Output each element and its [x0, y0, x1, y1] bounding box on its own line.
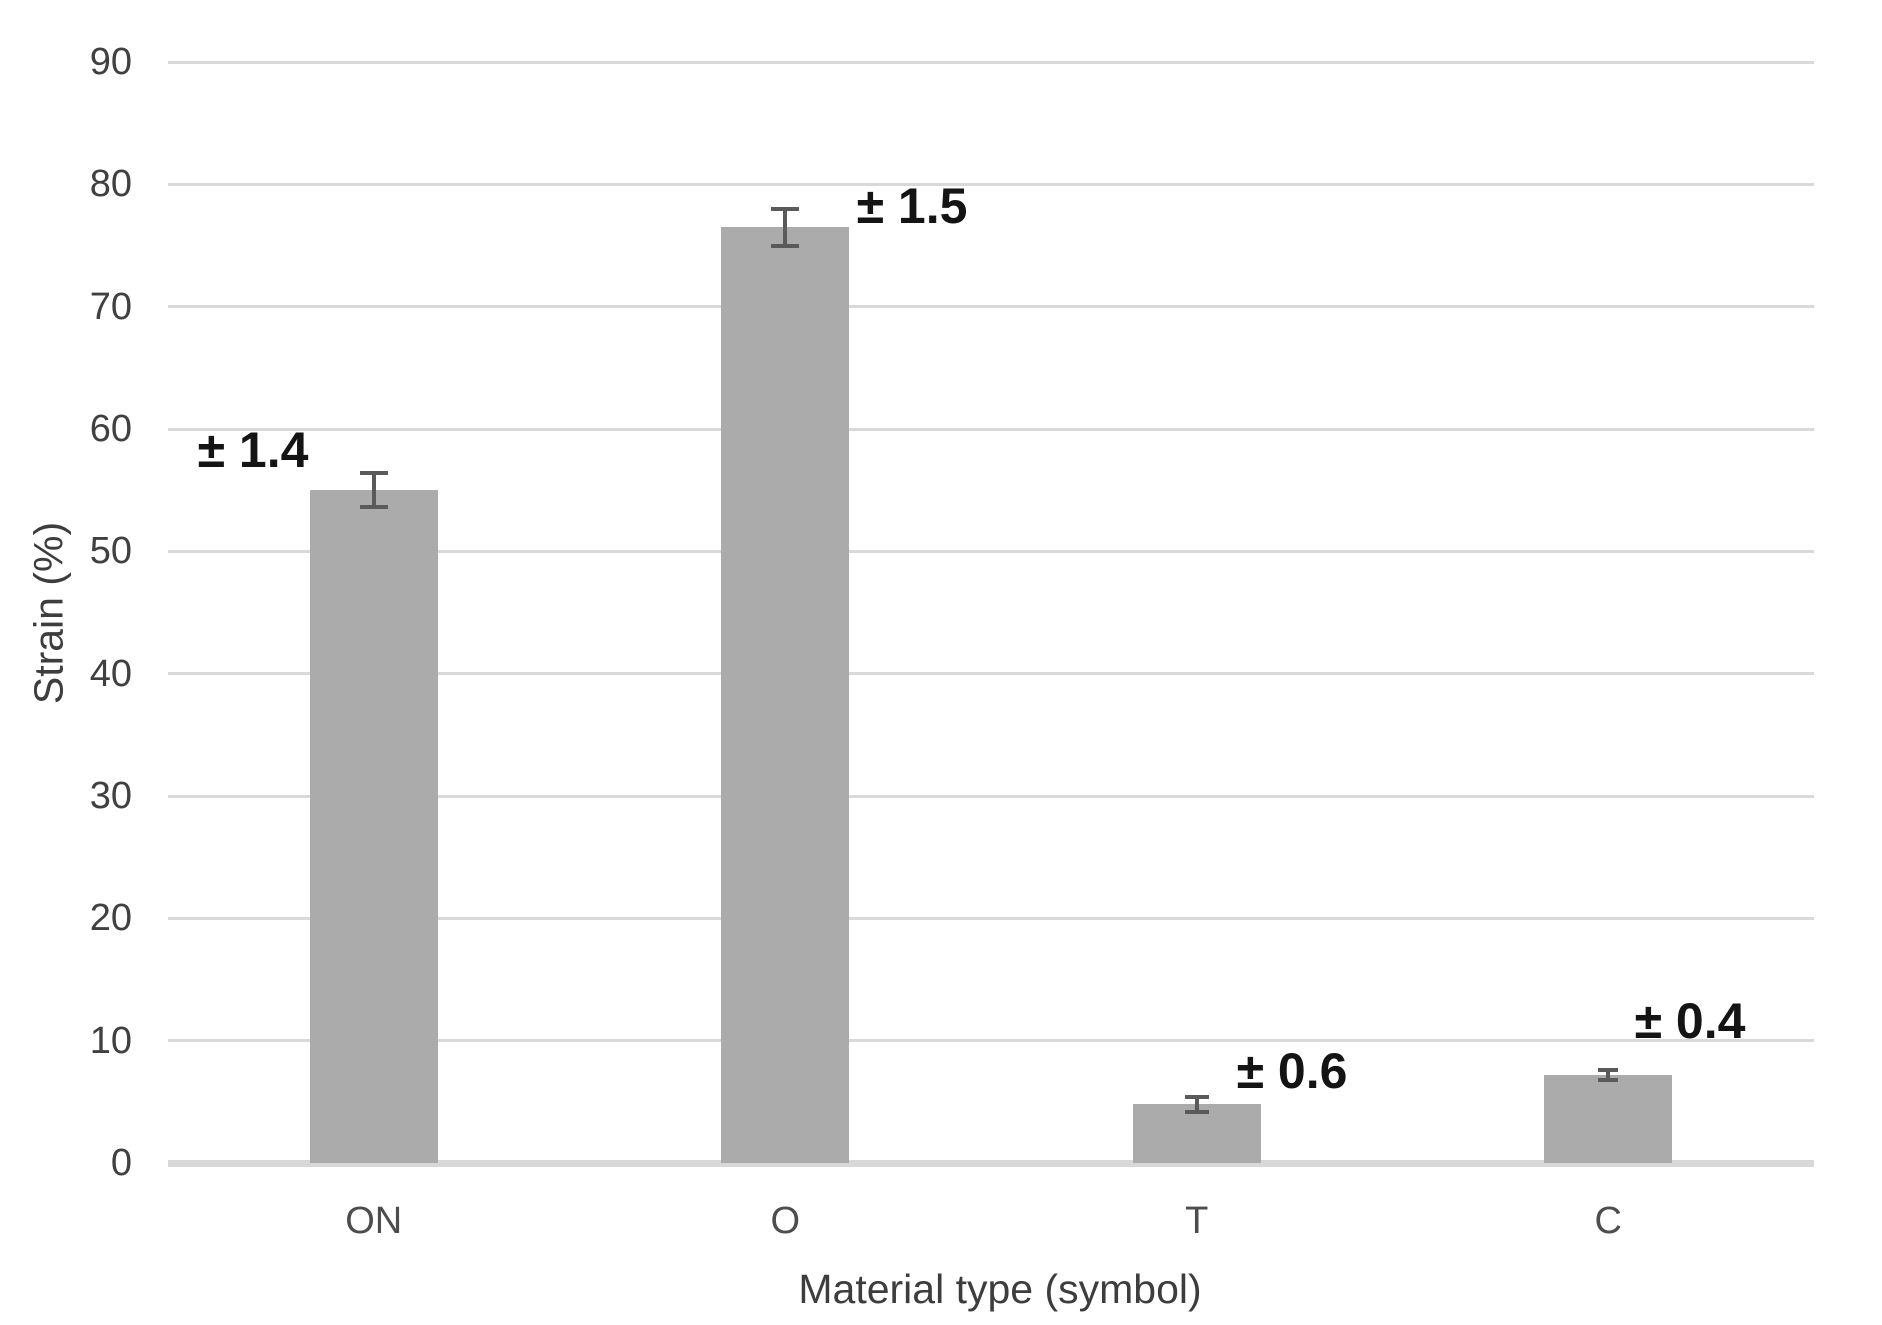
x-axis-category-label: ON [345, 1200, 403, 1242]
error-bar-cap-bottom [771, 243, 800, 248]
error-value-label: ± 1.4 [197, 422, 309, 478]
bar-c [1544, 1074, 1673, 1163]
y-axis-title: Strain (%) [25, 521, 72, 705]
error-bar-stem [371, 473, 376, 508]
y-gridline [168, 427, 1814, 431]
error-bar-cap-bottom [1598, 1077, 1619, 1082]
y-axis-tick-label: 40 [89, 652, 132, 695]
y-axis-tick-label: 20 [89, 897, 132, 940]
error-bar-stem [1606, 1070, 1611, 1080]
y-axis-tick-label: 30 [89, 775, 132, 817]
y-gridline [168, 916, 1814, 920]
y-gridline [168, 182, 1814, 186]
error-value-label: ± 0.4 [1634, 993, 1746, 1049]
error-value-label: ± 1.5 [856, 178, 968, 234]
y-axis-tick-label: 70 [89, 285, 132, 328]
y-gridline [168, 305, 1814, 309]
y-gridline [168, 549, 1814, 553]
y-axis-tick-label: 60 [89, 408, 132, 450]
error-value-label: ± 0.6 [1236, 1043, 1348, 1099]
error-bar-stem [1194, 1096, 1199, 1112]
x-axis-category-label: O [770, 1200, 801, 1242]
y-gridline [168, 672, 1814, 676]
error-bar-cap-top [1184, 1094, 1209, 1099]
y-gridline [168, 60, 1814, 64]
x-axis-category-label: C [1594, 1200, 1622, 1242]
error-bar-stem [783, 208, 788, 246]
error-bar-cap-bottom [1184, 1109, 1209, 1114]
error-bar-cap-bottom [359, 505, 388, 510]
y-gridline [168, 794, 1814, 798]
y-axis-tick-label: 0 [110, 1142, 132, 1184]
bar-o [721, 227, 850, 1163]
x-axis-line [168, 1160, 1814, 1167]
y-axis-tick-label: 80 [89, 163, 132, 206]
x-axis-category-label: T [1185, 1200, 1209, 1242]
y-axis-tick-label: 50 [89, 530, 132, 573]
bar-t [1132, 1104, 1261, 1163]
y-axis-tick-label: 10 [89, 1019, 132, 1062]
error-bar-cap-top [1598, 1068, 1619, 1073]
y-axis-tick-label: 90 [89, 41, 132, 83]
bar-on [309, 490, 438, 1163]
y-gridline [168, 1039, 1814, 1043]
error-bar-cap-top [771, 206, 800, 211]
x-axis-title: Material type (symbol) [798, 1266, 1202, 1312]
error-bar-cap-top [359, 471, 388, 476]
